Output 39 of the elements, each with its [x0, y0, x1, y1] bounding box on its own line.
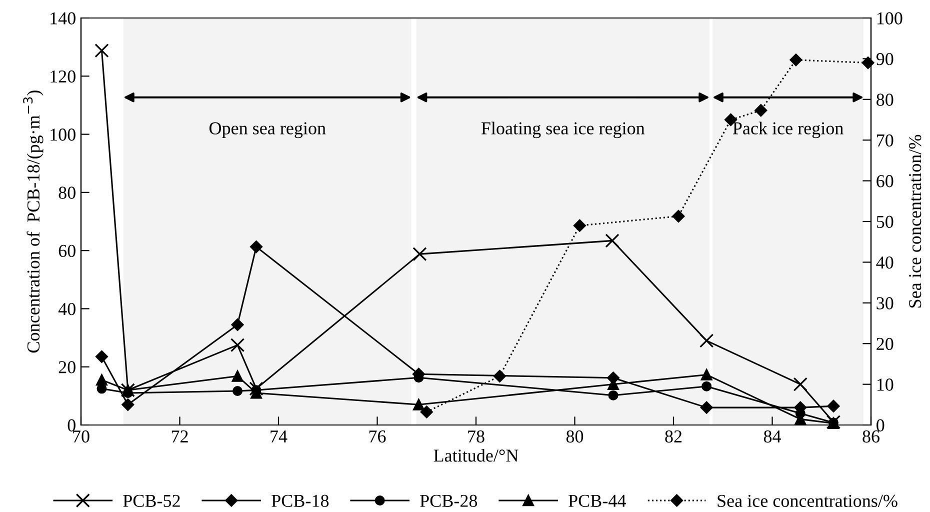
x-tick-label: 74	[270, 430, 288, 442]
legend-label: PCB-52	[123, 494, 180, 507]
legend-label: Sea ice concentrations/%	[718, 494, 898, 508]
x-tick-label: 86	[862, 430, 880, 443]
y-tick-label: 100	[50, 128, 76, 141]
y2-tick-label: 30	[876, 297, 894, 310]
y-tick-label: 60	[58, 244, 76, 258]
x-tick-label: 70	[73, 430, 90, 443]
y-tick-label: 40	[58, 302, 76, 316]
y-tick-label: 80	[58, 186, 76, 199]
legend-label: PCB-28	[420, 494, 478, 507]
y2-tick-label: 10	[877, 378, 894, 391]
y2-tick-label: 100	[877, 12, 902, 24]
y2-tick-label: 0	[876, 419, 884, 432]
y-tick-label: 0	[68, 419, 76, 432]
x-tick-label: 84	[764, 430, 781, 443]
y-tick-label: 20	[58, 361, 76, 374]
y-axis-title: Concentration of PCB-18/(pg·m$^{−3}$)	[23, 90, 44, 353]
band-label: Pack ice region	[732, 122, 844, 138]
y2-tick-label: 50	[876, 216, 894, 228]
x-tick-label: 72	[172, 430, 188, 442]
y-tick-label: 120	[50, 70, 76, 83]
band-label: Open sea region	[209, 122, 326, 138]
y2-tick-label: 80	[876, 94, 894, 106]
y2-axis-title: Sea ice concentration/%	[909, 134, 922, 308]
y2-tick-label: 90	[876, 52, 894, 66]
y2-tick-label: 40	[876, 256, 894, 269]
x-tick-label: 80	[566, 430, 584, 443]
y-tick-label: 140	[50, 12, 76, 24]
x-tick-label: 78	[468, 430, 484, 443]
band-label: Floating sea ice region	[481, 122, 645, 138]
y2-tick-label: 70	[877, 134, 894, 147]
y2-tick-label: 60	[876, 175, 894, 188]
x-tick-label: 76	[369, 430, 386, 443]
legend-label: PCB-44	[568, 494, 626, 507]
legend-label: PCB-18	[272, 494, 329, 507]
x-tick-label: 82	[665, 430, 682, 443]
x-axis-title: Latitude/°N	[434, 449, 518, 462]
y2-tick-label: 20	[876, 338, 894, 350]
